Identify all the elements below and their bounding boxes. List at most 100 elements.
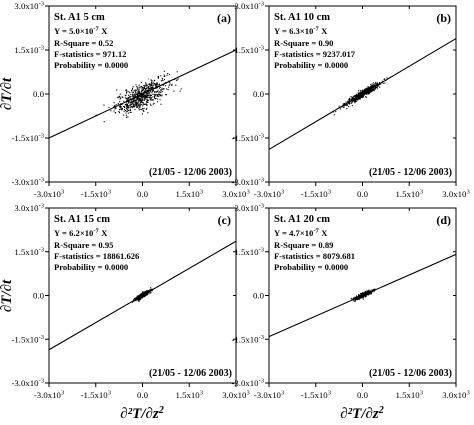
data-point — [373, 291, 375, 293]
y-tick-label: -1.5x10-3 — [11, 133, 44, 144]
data-point — [153, 83, 155, 85]
data-point — [137, 93, 139, 95]
y-tick-label: -1.5x10-3 — [11, 334, 44, 345]
data-point — [373, 90, 375, 92]
data-point — [119, 93, 121, 95]
data-point — [355, 101, 357, 103]
data-point — [122, 96, 124, 98]
data-point — [351, 98, 353, 100]
data-point — [125, 105, 128, 107]
data-point — [146, 98, 148, 100]
data-point — [150, 104, 152, 107]
data-point — [114, 107, 116, 109]
data-point — [151, 92, 153, 94]
data-point — [138, 90, 140, 92]
data-point — [369, 88, 371, 90]
data-point — [141, 102, 143, 104]
data-point — [132, 102, 134, 104]
data-point — [140, 93, 143, 95]
equation-prefix: Y = 5.0×10 — [54, 26, 93, 36]
y-tick-label: -3.0x10-3 — [11, 177, 44, 188]
data-point — [368, 93, 370, 95]
data-point — [126, 104, 128, 106]
data-point — [357, 298, 359, 300]
data-point — [362, 90, 364, 92]
data-point — [354, 102, 356, 104]
station-title: St. A1 15 cm — [54, 214, 110, 225]
data-point — [363, 93, 365, 95]
y-tick-label-exponent: -3 — [259, 378, 264, 385]
data-point — [133, 299, 135, 301]
data-point — [355, 95, 357, 98]
data-point — [359, 92, 361, 95]
x-tick-label-exponent: 3 — [108, 189, 111, 196]
data-point — [153, 84, 155, 86]
data-point — [128, 102, 130, 104]
y-tick-label-exponent: -3 — [39, 246, 44, 253]
x-tick-label-exponent: 3 — [420, 390, 423, 397]
data-point — [369, 290, 371, 292]
data-point — [133, 95, 136, 97]
data-point — [136, 99, 139, 101]
data-point — [157, 89, 159, 91]
x-tick-label-exponent: 3 — [328, 189, 331, 196]
data-point — [354, 300, 356, 302]
data-point — [366, 294, 368, 296]
data-point — [356, 99, 358, 101]
data-point — [143, 95, 145, 97]
data-point — [139, 95, 141, 97]
data-point — [357, 94, 360, 96]
data-point — [143, 292, 146, 294]
data-point — [149, 88, 151, 90]
data-point — [125, 103, 127, 106]
data-point — [376, 87, 379, 89]
data-point — [370, 293, 373, 295]
data-point — [171, 84, 173, 86]
data-point — [347, 104, 349, 106]
x-tick-label-exponent: 3 — [466, 390, 469, 397]
data-point — [149, 292, 151, 294]
data-point — [110, 110, 112, 112]
data-point — [124, 105, 126, 108]
data-point — [371, 289, 373, 291]
data-point — [148, 88, 150, 90]
x-axis-label-text: ∂²T/∂z — [120, 406, 159, 422]
data-point — [168, 84, 170, 86]
data-point — [154, 98, 156, 100]
data-point — [127, 105, 129, 107]
data-point — [157, 77, 159, 79]
data-point — [126, 103, 128, 105]
data-point — [142, 94, 144, 96]
data-point — [138, 109, 140, 111]
data-point — [137, 103, 139, 105]
data-point — [369, 290, 371, 292]
data-point — [169, 83, 171, 85]
data-point — [135, 104, 137, 106]
stats-box — [52, 212, 148, 284]
data-point — [129, 92, 131, 94]
data-point — [343, 102, 345, 105]
x-tick-label-mantissa: -3.0x10 — [254, 390, 282, 400]
data-point — [126, 108, 128, 110]
data-point — [137, 104, 139, 106]
y-tick-label-exponent: -3 — [39, 203, 44, 210]
data-point — [370, 89, 372, 91]
data-point — [118, 110, 120, 113]
data-point — [139, 298, 141, 300]
data-point — [134, 89, 136, 91]
data-point — [138, 98, 140, 101]
data-point — [373, 84, 375, 86]
data-point — [138, 92, 140, 94]
y-tick-label-mantissa: 0.0 — [33, 89, 45, 99]
y-tick-label: 0.0 — [33, 291, 45, 301]
data-point — [167, 73, 169, 75]
data-point — [161, 79, 163, 81]
data-point — [147, 290, 149, 292]
data-point — [359, 92, 361, 94]
data-point — [350, 98, 352, 101]
x-tick-label: 3.0x103 — [222, 390, 249, 401]
data-point — [351, 105, 353, 107]
data-point — [137, 89, 139, 91]
regression-equation: Y = 6.2×10-7 X — [54, 228, 108, 239]
data-point — [140, 108, 142, 110]
